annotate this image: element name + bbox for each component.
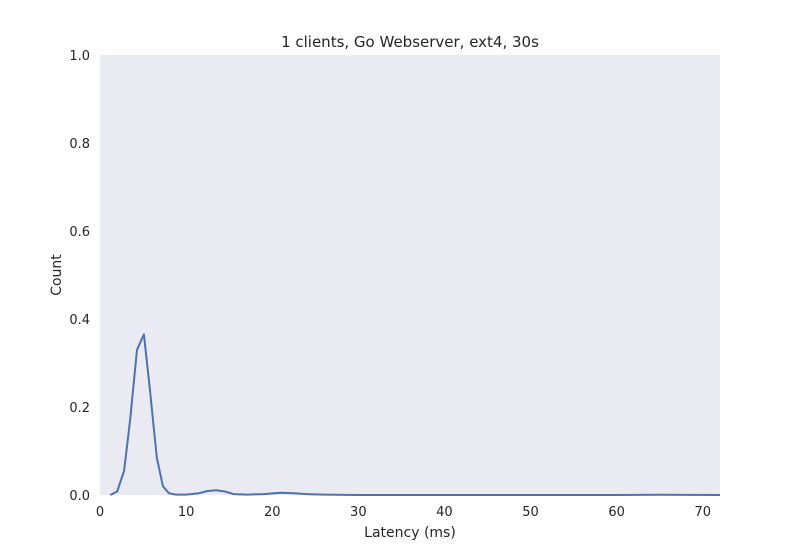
x-tick-label: 60 [608,505,625,520]
chart-title: 1 clients, Go Webserver, ext4, 30s [281,33,539,51]
y-axis-label: Count [49,254,65,296]
series-layer [109,333,721,496]
x-axis-ticks: 0 10 20 30 40 50 60 70 [96,505,711,520]
plot-area [100,55,720,495]
x-tick-label: 50 [522,505,539,520]
y-tick-label: 0.2 [69,401,90,416]
y-tick-label: 0.8 [69,137,90,152]
x-tick-label: 40 [436,505,453,520]
x-tick-label: 20 [264,505,281,520]
x-tick-label: 0 [96,505,104,520]
y-tick-label: 1.0 [69,49,90,64]
y-tick-label: 0.0 [69,489,90,504]
series-line [109,333,721,496]
x-tick-label: 70 [695,505,712,520]
x-axis-label: Latency (ms) [364,525,456,541]
y-tick-label: 0.4 [69,313,90,328]
x-tick-label: 30 [350,505,367,520]
y-tick-label: 0.6 [69,225,90,240]
x-tick-label: 10 [178,505,195,520]
y-axis-ticks: 0.0 0.2 0.4 0.6 0.8 1.0 [69,49,90,504]
